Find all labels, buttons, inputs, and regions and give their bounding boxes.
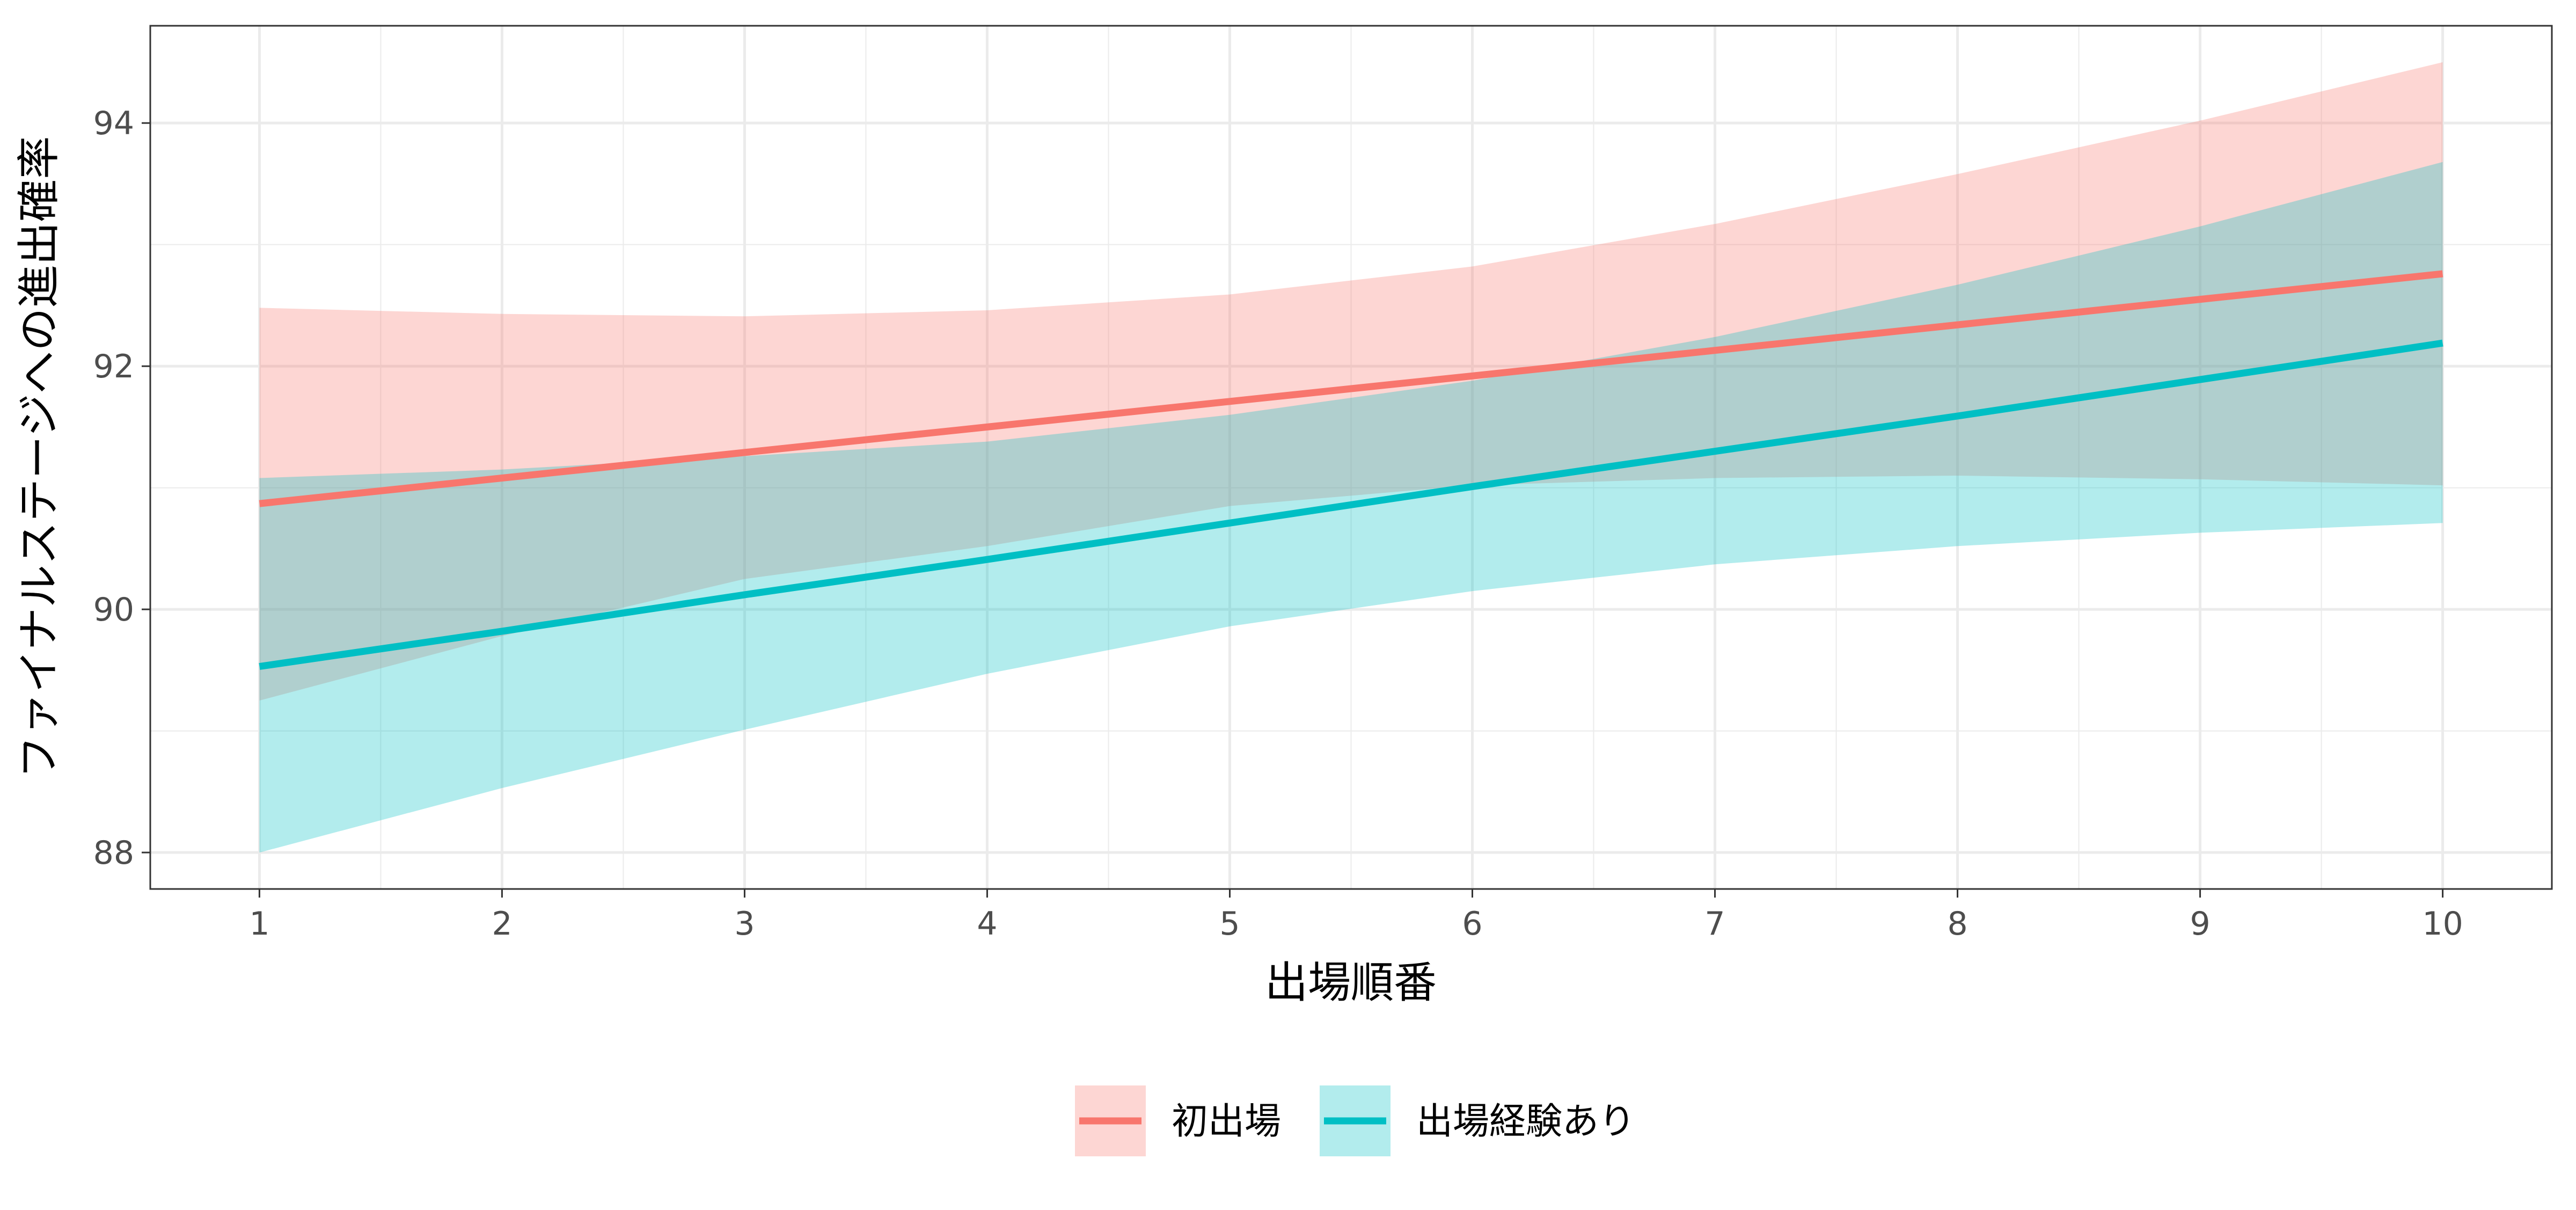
x-tick-label: 10 [2422, 905, 2463, 943]
x-tick-label: 5 [1219, 905, 1240, 943]
series-line-1 [259, 270, 2443, 507]
y-tick-label: 90 [93, 591, 134, 629]
y-axis-title: ファイナルステージへの進出確率 [14, 136, 64, 779]
legend-label: 出場経験あり [1416, 1100, 1635, 1143]
x-tick-label: 4 [977, 905, 997, 943]
x-tick-label: 7 [1704, 905, 1725, 943]
y-tick-label: 88 [93, 834, 134, 872]
ci-band-1 [259, 62, 2443, 701]
y-tick-label: 92 [93, 348, 134, 385]
x-tick-label: 1 [249, 905, 269, 943]
x-tick-label: 2 [492, 905, 512, 943]
legend: 初出場 出場経験あり [1075, 1085, 1635, 1156]
legend-item-1: 初出場 [1075, 1085, 1281, 1156]
x-tick-label: 3 [734, 905, 755, 943]
x-tick-label: 6 [1462, 905, 1482, 943]
grid-layer [150, 26, 2552, 889]
legend-label: 初出場 [1172, 1100, 1281, 1143]
x-tick-label: 9 [2190, 905, 2210, 943]
legend-item-2: 出場経験あり [1320, 1085, 1635, 1156]
panel-border [149, 25, 2553, 890]
y-tick-label: 94 [93, 105, 134, 142]
series-line-2 [259, 339, 2443, 670]
series-lines [259, 270, 2443, 670]
x-tick-label: 8 [1947, 905, 1967, 943]
axis-ticks: 1 2 3 4 5 6 7 8 9 10 88 90 92 94 [93, 105, 2463, 943]
x-axis-title: 出場順番 [1265, 958, 1437, 1008]
